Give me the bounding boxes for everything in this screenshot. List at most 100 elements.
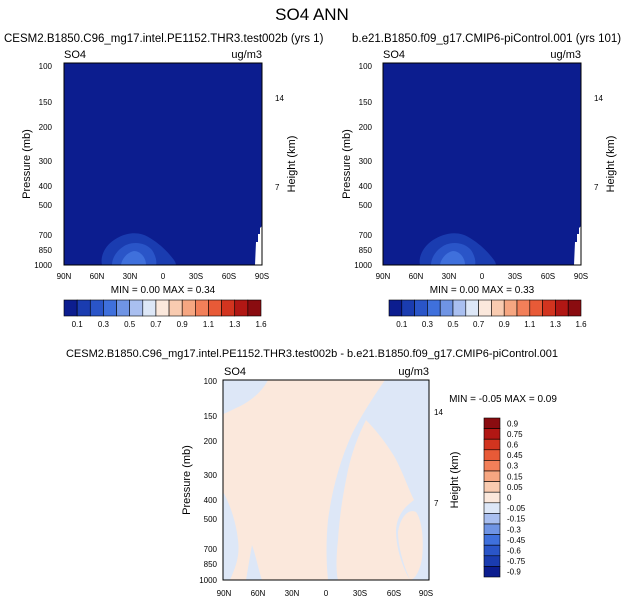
y-ticks: 100 150 200 300 400 500 700 850 1000	[199, 377, 217, 585]
colorbar-label: 1.1	[203, 320, 215, 329]
colorbar-swatch	[103, 299, 117, 317]
panel-title: CESM2.B1850.C96_mg17.intel.PE1152.THR3.t…	[4, 33, 324, 45]
colorbar-label: -0.75	[507, 557, 526, 566]
colorbar-swatch	[63, 299, 78, 317]
right-axis-label: Height (km)	[449, 452, 461, 509]
units-label: ug/m3	[398, 366, 429, 378]
contour-negative	[223, 492, 239, 580]
x-tick-label: 90N	[376, 272, 391, 281]
x-tick-label: 60S	[541, 272, 555, 281]
colorbar-label: -0.05	[507, 504, 526, 513]
colorbar-swatch	[129, 299, 144, 317]
colorbar-label: 0.3	[422, 320, 434, 329]
colorbar-swatch	[555, 299, 569, 317]
colorbar-swatch	[483, 555, 501, 567]
colorbar-label: 0.9	[499, 320, 511, 329]
colorbar-swatch	[567, 299, 582, 317]
y-tick-label: 400	[39, 182, 53, 191]
x-tick-label: 0	[324, 589, 329, 598]
colorbar-swatch	[529, 299, 543, 317]
colorbar-swatch	[388, 299, 403, 317]
x-tick-label: 90S	[574, 272, 588, 281]
colorbar-label: -0.3	[507, 525, 521, 534]
right-ticks: 7	[434, 499, 439, 508]
right-ticks: 7	[275, 183, 280, 192]
y-tick-label: 100	[39, 62, 53, 71]
colorbar-swatch	[76, 299, 91, 317]
colorbar-swatch	[234, 299, 249, 317]
y-tick-label: 500	[204, 515, 218, 524]
colorbar-swatch	[427, 299, 441, 317]
panel-top-right: b.e21.B1850.f09_g17.CMIP6-piControl.001 …	[341, 33, 621, 296]
colorbar-swatch	[439, 299, 454, 317]
y-ticks: 100 150 200 300 400 500 700 850 1000	[34, 62, 52, 270]
units-label: ug/m3	[231, 49, 262, 61]
x-tick-label: 30N	[285, 589, 300, 598]
colorbar-label: 0.5	[124, 320, 136, 329]
colorbar-swatch	[483, 534, 501, 546]
colorbar-label: 0.1	[396, 320, 408, 329]
y-tick-label: 200	[39, 123, 53, 132]
units-label: ug/m3	[550, 49, 581, 61]
colorbar-top-left: 0.1 0.3 0.5 0.7 0.9 1.1 1.3 1.6	[63, 299, 267, 329]
y-tick-label: 300	[204, 471, 218, 480]
x-tick-label: 60N	[251, 589, 266, 598]
x-tick-label: 90N	[217, 589, 232, 598]
plot-frame	[222, 379, 430, 581]
y-tick-label: 200	[359, 123, 373, 132]
contour-level-0.5	[121, 251, 146, 265]
y-axis-label: Pressure (mb)	[181, 445, 193, 515]
colorbar-swatch	[181, 299, 196, 317]
colorbar-swatch	[247, 299, 262, 317]
colorbar-swatch	[483, 513, 501, 525]
x-tick-label: 90S	[419, 589, 433, 598]
colorbar-swatch	[483, 544, 501, 557]
colorbar-swatch	[452, 299, 467, 317]
y-tick-label: 300	[39, 157, 53, 166]
right-axis-label: Height (km)	[286, 136, 298, 193]
right-ticks: 14	[594, 94, 603, 103]
colorbar-top-right: 0.1 0.3 0.5 0.7 0.9 1.1 1.3 1.6	[388, 299, 587, 329]
x-ticks: 90N 60N 30N 0 30S 60S 90S	[217, 589, 433, 598]
colorbar-label: 0	[507, 494, 512, 503]
colorbar-swatch	[195, 299, 209, 317]
y-tick-label: 100	[204, 377, 218, 386]
y-tick-label: 850	[204, 560, 218, 569]
y-tick-label: 850	[359, 246, 373, 255]
colorbar-label: -0.45	[507, 536, 526, 545]
colorbar-swatch	[465, 299, 479, 317]
y-tick-label: 300	[359, 157, 373, 166]
colorbar-swatch	[483, 417, 501, 429]
plot-frame	[63, 62, 263, 266]
colorbar-label: 0.6	[507, 441, 519, 450]
y-axis-label: Pressure (mb)	[21, 129, 33, 199]
y-tick-label: 150	[39, 98, 53, 107]
colorbar-swatch	[401, 299, 415, 317]
colorbar-swatch	[483, 566, 501, 578]
right-ticks: 7	[594, 183, 599, 192]
x-tick-label: 60S	[387, 589, 401, 598]
panel-title: b.e21.B1850.f09_g17.CMIP6-piControl.001 …	[352, 33, 621, 45]
colorbar-swatch	[478, 299, 492, 317]
colorbar-label: 1.3	[550, 320, 562, 329]
colorbar-swatch	[116, 299, 130, 317]
x-tick-label: 30N	[442, 272, 457, 281]
panel-top-left: CESM2.B1850.C96_mg17.intel.PE1152.THR3.t…	[4, 33, 324, 296]
y-axis-label: Pressure (mb)	[341, 129, 353, 199]
colorbar-label: 0.45	[507, 451, 523, 460]
colorbar-label: 0.15	[507, 472, 523, 481]
y-ticks: 100 150 200 300 400 500 700 850 1000	[354, 62, 372, 270]
panel-title: CESM2.B1850.C96_mg17.intel.PE1152.THR3.t…	[66, 348, 558, 360]
contour-positive	[398, 511, 423, 580]
x-tick-label: 90S	[255, 272, 269, 281]
colorbar-difference: 0.9 0.75 0.60.45 0.30.15 0.05 0-0.05 -0.15-0.3…	[483, 417, 526, 578]
y-tick-label: 850	[39, 246, 53, 255]
topography-mask	[255, 226, 262, 265]
x-ticks: 90N 60N 30N 0 30S 60S 90S	[57, 272, 269, 281]
colorbar-label: 1.3	[229, 320, 241, 329]
y-tick-label: 500	[39, 201, 53, 210]
right-ticks: 14	[275, 94, 284, 103]
plot-frame	[382, 62, 582, 266]
colorbar-swatch	[483, 470, 501, 482]
colorbar-swatch	[483, 491, 501, 504]
